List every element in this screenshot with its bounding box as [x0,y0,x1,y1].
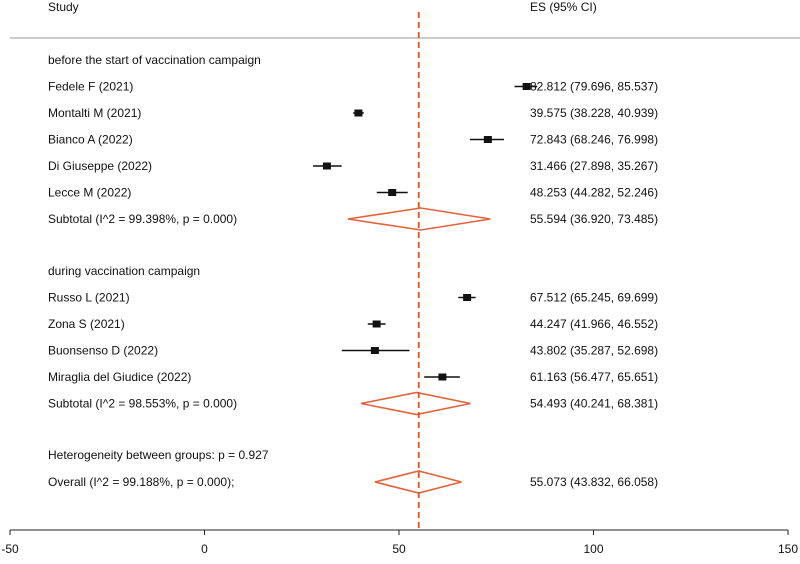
study-row-es-text: 44.247 (41.966, 46.552) [530,317,658,331]
study-row-es-text: 72.843 (68.246, 76.998) [530,133,658,147]
study-row-point [372,320,381,328]
study-row-es-text: 61.163 (56.477, 65.651) [530,370,658,384]
study-row-label: Bianco A (2022) [48,133,133,147]
study-row-label: Zona S (2021) [48,317,125,331]
study-row-es-text: 31.466 (27.898, 35.267) [530,159,658,173]
group-title: during vaccination campaign [48,264,200,278]
overall-row-diamond [374,470,462,494]
x-tick-label: 100 [583,542,603,556]
study-row-point [483,136,492,143]
overall-row-label: Overall (I^2 = 99.188%, p = 0.000); [48,475,234,489]
study-row-es-text: 67.512 (65.245, 69.699) [530,291,658,305]
x-tick-label: 150 [778,542,798,556]
study-row-point [370,347,379,354]
study-row-point [322,162,331,170]
study-row-point [354,109,363,117]
es-column-header: ES (95% CI) [530,0,597,14]
study-row-label: Fedele F (2021) [48,80,133,94]
study-column-header: Study [48,0,79,14]
x-tick-label: 0 [201,542,208,556]
study-row-label: Miraglia del Giudice (2022) [48,370,191,384]
study-row-point [522,83,531,90]
x-tick-label: 50 [392,542,406,556]
study-row-es-text: 82.812 (79.696, 85.537) [530,80,658,94]
study-row-es-text: 39.575 (38.228, 40.939) [530,106,658,120]
study-row-point [388,189,397,196]
subtotal-row-label: Subtotal (I^2 = 99.398%, p = 0.000) [48,212,237,226]
study-row-label: Lecce M (2022) [48,186,131,200]
study-row-label: Russo L (2021) [48,291,130,305]
study-row-label: Buonsenso D (2022) [48,344,158,358]
overall-row-es-text: 55.073 (43.832, 66.058) [530,475,658,489]
study-row-es-text: 48.253 (44.282, 52.246) [530,186,658,200]
subtotal-row-label: Subtotal (I^2 = 98.553%, p = 0.000) [48,397,237,411]
x-axis: -50 0 50 100 150 [1,529,798,556]
study-row-point [438,373,447,381]
heterogeneity-text: Heterogeneity between groups: p = 0.927 [48,448,269,462]
study-row-label: Montalti M (2021) [48,106,141,120]
study-row-es-text: 43.802 (35.287, 52.698) [530,344,658,358]
forest-rows: before the start of vaccination campaign… [48,12,658,530]
x-tick-label: -50 [1,542,19,556]
study-row-point [463,294,472,301]
subtotal-row-diamond [347,207,491,231]
subtotal-row-es-text: 55.594 (36.920, 73.485) [530,212,658,226]
group-title: before the start of vaccination campaign [48,53,261,67]
subtotal-row-es-text: 54.493 (40.241, 68.381) [530,397,658,411]
subtotal-row-diamond [360,391,471,416]
study-row-label: Di Giuseppe (2022) [48,159,152,173]
